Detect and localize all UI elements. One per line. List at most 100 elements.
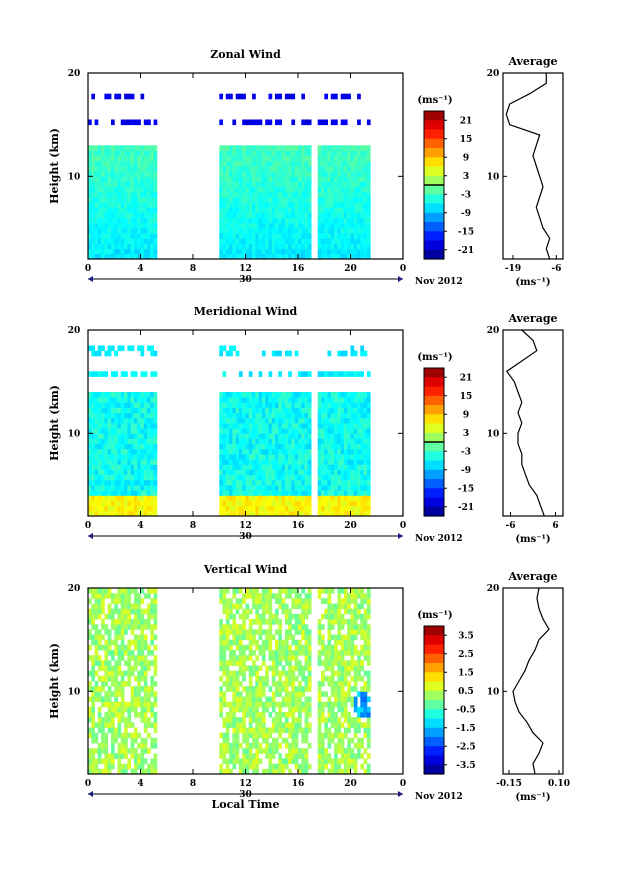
heatmap-cell [337, 197, 342, 203]
heatmap-cell [304, 448, 309, 455]
heatmap-cell [353, 145, 358, 151]
heatmap-cell [284, 634, 289, 641]
heatmap-cell [225, 681, 230, 687]
heatmap-cell [219, 253, 223, 260]
heatmap-cell [88, 150, 92, 157]
heatmap-cell [278, 222, 282, 229]
heatmap-cell [235, 417, 240, 424]
heatmap-cell [357, 407, 361, 414]
heatmap-cell [101, 423, 105, 429]
heatmap-cell [97, 191, 102, 198]
heatmap-cell [242, 407, 246, 414]
heatmap-cell [97, 660, 102, 666]
heatmap-cell [133, 593, 138, 599]
heatmap-cell [265, 397, 269, 403]
heatmap-cell [291, 722, 296, 728]
heatmap-cell [143, 402, 148, 408]
heatmap-cell [150, 454, 154, 460]
heatmap-cell [150, 505, 154, 512]
heatmap-cell [143, 407, 148, 414]
heatmap-cell [124, 732, 128, 739]
heatmap-cell [238, 510, 243, 517]
heatmap-cell [101, 737, 105, 744]
heatmap-cell [143, 748, 148, 754]
heatmap-cell [248, 650, 253, 656]
heatmap-cell [238, 479, 243, 486]
heatmap-cell [143, 675, 148, 682]
heatmap-cell [301, 485, 305, 491]
heatmap-cell [291, 417, 296, 424]
heatmap-cell [140, 665, 145, 672]
heatmap-cell [258, 727, 263, 734]
heatmap-cell [298, 197, 302, 203]
heatmap-cell [301, 454, 305, 460]
heatmap-cell [88, 479, 92, 486]
heatmap-cell [104, 712, 109, 718]
heatmap-cell [242, 686, 246, 692]
heatmap-cell [248, 443, 253, 450]
heatmap-cell [357, 712, 361, 718]
heatmap-cell [225, 598, 230, 604]
heatmap-cell [321, 202, 325, 208]
heatmap-cell [321, 485, 325, 491]
heatmap-cell [353, 402, 358, 408]
heatmap-cell [255, 505, 259, 512]
heatmap-cell [337, 598, 342, 604]
heatmap-cell [343, 732, 348, 739]
heatmap-cell [147, 717, 151, 723]
heatmap-cell [357, 238, 361, 244]
heatmap-cell [235, 510, 240, 517]
heatmap-cell [321, 758, 325, 765]
heatmap-cell [242, 145, 246, 151]
heatmap-cell [340, 150, 345, 157]
heatmap-cell [321, 176, 325, 182]
heatmap-cell [127, 443, 132, 450]
heatmap-cell [278, 407, 282, 414]
heatmap-cell [271, 500, 276, 507]
heatmap-cell [127, 212, 132, 219]
heatmap-cell [298, 474, 302, 481]
colorbar-segment [424, 377, 444, 388]
heatmap-cell [242, 417, 246, 424]
heatmap-cell [107, 238, 112, 244]
heatmap-cell [321, 505, 325, 512]
heatmap-cell [117, 253, 122, 260]
heatmap-cell [117, 479, 122, 486]
heatmap-cell [307, 160, 312, 167]
heatmap-cell [294, 212, 299, 219]
heatmap-cell [88, 412, 92, 419]
heatmap-cell [101, 371, 105, 377]
heatmap-cell [245, 686, 250, 692]
colorbar-tick-label: -21 [458, 246, 474, 256]
heatmap-cell [271, 202, 276, 208]
heatmap-cell [91, 228, 95, 234]
heatmap-cell [91, 350, 95, 357]
heatmap-cell [317, 727, 322, 734]
heatmap-cell [97, 181, 102, 188]
heatmap-cell [232, 212, 237, 219]
heatmap-cell [97, 696, 102, 703]
heatmap-cell [91, 428, 95, 434]
heatmap-cell [353, 171, 358, 177]
heatmap-cell [248, 433, 253, 439]
heatmap-cell [360, 243, 364, 250]
heatmap-cell [101, 459, 105, 465]
heatmap-cell [360, 233, 364, 239]
heatmap-cell [275, 701, 279, 708]
heatmap-cell [245, 474, 250, 481]
heatmap-cell [301, 438, 305, 445]
heatmap-cell [271, 479, 276, 486]
heatmap-cell [340, 253, 345, 260]
heatmap-cell [94, 644, 99, 651]
heatmap-cell [353, 433, 358, 439]
heatmap-cell [147, 706, 151, 713]
heatmap-cell [261, 474, 266, 481]
heatmap-cell [330, 624, 335, 630]
heatmap-cell [150, 629, 154, 635]
heatmap-cell [91, 660, 95, 666]
heatmap-cell [147, 155, 151, 162]
heatmap-cell [330, 243, 335, 250]
heatmap-cell [271, 619, 276, 625]
heatmap-cell [334, 732, 338, 739]
